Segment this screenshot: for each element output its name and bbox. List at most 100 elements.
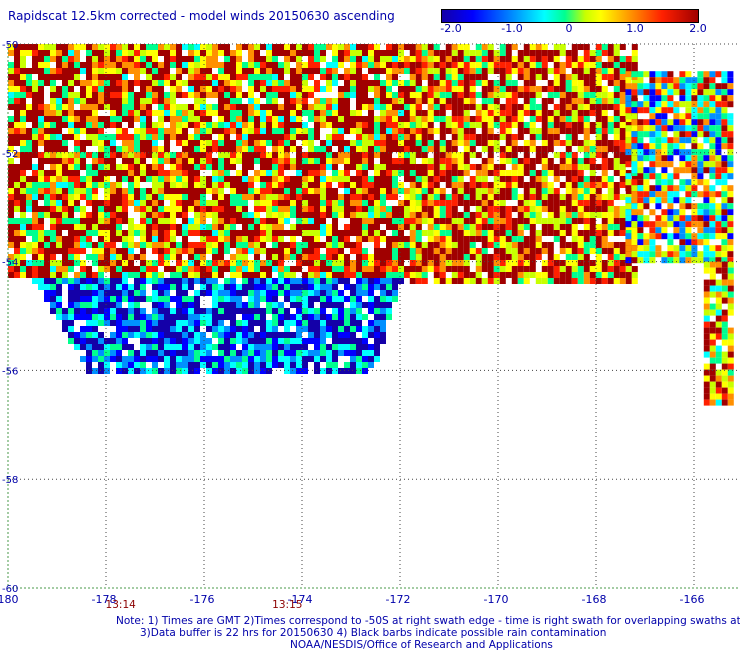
heatmap-cell	[398, 242, 404, 248]
heatmap-cell	[589, 152, 596, 158]
heatmap-cell	[727, 185, 734, 192]
heatmap-cell	[362, 158, 368, 164]
heatmap-cell	[236, 272, 242, 278]
heatmap-cell	[200, 242, 206, 248]
heatmap-cell	[308, 170, 314, 176]
heatmap-cell	[92, 98, 98, 104]
heatmap-cell	[74, 260, 80, 266]
heatmap-cell	[62, 92, 68, 98]
heatmap-cell	[625, 68, 632, 74]
heatmap-cell	[272, 320, 278, 326]
heatmap-cell	[469, 194, 476, 200]
heatmap-cell	[116, 98, 122, 104]
heatmap-cell	[344, 200, 350, 206]
heatmap-cell	[44, 128, 50, 134]
heatmap-cell	[469, 278, 476, 284]
heatmap-cell	[86, 320, 92, 326]
heatmap-cell	[709, 197, 716, 204]
heatmap-cell	[266, 350, 272, 356]
heatmap-cell	[320, 50, 326, 56]
heatmap-cell	[439, 158, 446, 164]
heatmap-cell	[50, 272, 56, 278]
heatmap-cell	[326, 314, 332, 320]
heatmap-cell	[8, 266, 14, 272]
heatmap-cell	[607, 104, 614, 110]
heatmap-cell	[32, 200, 38, 206]
heatmap-cell	[224, 146, 230, 152]
heatmap-cell	[218, 170, 224, 176]
heatmap-cell	[206, 350, 212, 356]
heatmap-cell	[541, 230, 548, 236]
heatmap-cell	[68, 284, 74, 290]
heatmap-cell	[242, 92, 248, 98]
heatmap-cell	[685, 89, 692, 96]
heatmap-cell	[152, 140, 158, 146]
heatmap-cell	[613, 74, 620, 80]
heatmap-cell	[314, 308, 320, 314]
heatmap-cell	[254, 80, 260, 86]
heatmap-cell	[451, 164, 458, 170]
heatmap-cell	[332, 344, 338, 350]
heatmap-cell	[661, 71, 668, 78]
heatmap-cell	[158, 128, 164, 134]
heatmap-cell	[457, 50, 464, 56]
heatmap-cell	[368, 344, 374, 350]
heatmap-cell	[398, 44, 404, 50]
heatmap-cell	[517, 200, 524, 206]
heatmap-cell	[433, 158, 440, 164]
heatmap-cell	[493, 98, 500, 104]
heatmap-cell	[152, 74, 158, 80]
heatmap-cell	[427, 110, 434, 116]
heatmap-cell	[565, 146, 572, 152]
heatmap-cell	[415, 176, 422, 182]
heatmap-cell	[158, 212, 164, 218]
heatmap-cell	[50, 74, 56, 80]
heatmap-cell	[86, 368, 92, 374]
heatmap-cell	[625, 83, 632, 90]
heatmap-cell	[709, 161, 716, 168]
heatmap-cell	[302, 350, 308, 356]
heatmap-cell	[224, 230, 230, 236]
heatmap-cell	[302, 80, 308, 86]
heatmap-cell	[266, 80, 272, 86]
heatmap-cell	[44, 242, 50, 248]
heatmap-cell	[158, 230, 164, 236]
heatmap-cell	[427, 206, 434, 212]
heatmap-cell	[421, 50, 428, 56]
heatmap-cell	[188, 92, 194, 98]
heatmap-cell	[284, 164, 290, 170]
heatmap-cell	[254, 272, 260, 278]
heatmap-cell	[535, 86, 542, 92]
heatmap-cell	[583, 248, 590, 254]
heatmap-cell	[493, 62, 500, 68]
heatmap-cell	[475, 116, 482, 122]
heatmap-cell	[20, 128, 26, 134]
heatmap-cell	[511, 230, 518, 236]
heatmap-cell	[338, 98, 344, 104]
heatmap-cell	[212, 332, 218, 338]
heatmap-cell	[601, 92, 608, 98]
heatmap-cell	[433, 80, 440, 86]
heatmap-cell	[260, 236, 266, 242]
heatmap-cell	[505, 62, 512, 68]
heatmap-cell	[146, 296, 152, 302]
heatmap-cell	[499, 116, 506, 122]
heatmap-cell	[152, 170, 158, 176]
heatmap-cell	[571, 62, 578, 68]
heatmap-cell	[116, 146, 122, 152]
heatmap-cell	[14, 128, 20, 134]
heatmap-cell	[32, 194, 38, 200]
heatmap-cell	[332, 314, 338, 320]
heatmap-cell	[368, 98, 374, 104]
heatmap-cell	[332, 284, 338, 290]
heatmap-cell	[595, 62, 602, 68]
heatmap-cell	[517, 260, 524, 266]
heatmap-cell	[368, 122, 374, 128]
heatmap-cell	[284, 68, 290, 74]
heatmap-cell	[625, 101, 632, 108]
heatmap-cell	[170, 200, 176, 206]
heatmap-cell	[344, 314, 350, 320]
heatmap-cell	[8, 122, 14, 128]
heatmap-cell	[32, 110, 38, 116]
heatmap-cell	[290, 68, 296, 74]
